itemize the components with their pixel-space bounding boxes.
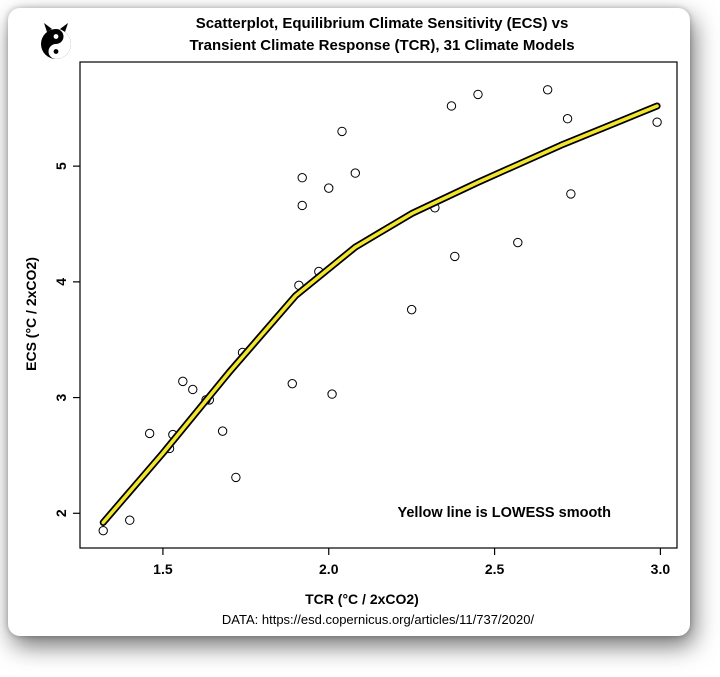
chart-title: Scatterplot, Equilibrium Climate Sensiti… — [196, 15, 569, 32]
data-point — [652, 117, 662, 127]
data-point — [446, 101, 457, 111]
data-point — [406, 304, 417, 315]
data-points — [98, 85, 662, 536]
data-point — [513, 237, 523, 248]
data-point — [562, 114, 573, 124]
data-point — [473, 89, 483, 100]
y-tick-label: 4 — [53, 278, 69, 286]
x-tick-label: 1.5 — [153, 561, 173, 577]
data-source: DATA: https://esd.copernicus.org/article… — [222, 612, 535, 627]
data-point — [178, 376, 188, 387]
x-tick-label: 2.5 — [485, 561, 505, 577]
lowess-line — [101, 104, 659, 525]
data-point — [125, 515, 135, 525]
data-point — [287, 378, 297, 389]
data-point — [144, 428, 155, 439]
lowess-line-outline — [99, 102, 661, 526]
data-point — [542, 85, 553, 95]
logo-icon — [41, 23, 71, 59]
y-axis: 2 3 4 5 — [53, 162, 80, 517]
data-point — [297, 173, 307, 183]
lowess-annotation: Yellow line is LOWESS smooth — [397, 505, 611, 521]
data-point — [188, 384, 198, 395]
data-point — [231, 472, 241, 483]
chart-card: Scatterplot, Equilibrium Climate Sensiti… — [8, 8, 690, 636]
lowess-smooth — [99, 102, 661, 526]
data-point — [98, 525, 108, 536]
data-point — [350, 168, 360, 178]
y-tick-label: 5 — [53, 162, 69, 170]
data-point — [450, 251, 460, 262]
x-axis-label: TCR (°C / 2xCO2) — [305, 591, 419, 607]
plot-frame — [79, 61, 678, 549]
scatter-chart: Scatterplot, Equilibrium Climate Sensiti… — [23, 15, 678, 627]
x-tick-label: 3.0 — [651, 561, 671, 577]
data-point — [566, 189, 576, 199]
y-axis-label: ECS (°C / 2xCO2) — [23, 257, 39, 371]
y-tick-label: 3 — [53, 393, 69, 401]
data-point — [297, 200, 307, 211]
chart-subtitle: Transient Climate Response (TCR), 31 Cli… — [189, 37, 574, 54]
x-axis: 1.5 2.0 2.5 3.0 — [153, 548, 670, 577]
y-tick-label: 2 — [53, 509, 69, 517]
data-point — [217, 426, 228, 436]
x-tick-label: 2.0 — [319, 561, 339, 577]
data-point — [324, 183, 334, 193]
data-point — [337, 126, 347, 137]
data-point — [327, 389, 337, 399]
